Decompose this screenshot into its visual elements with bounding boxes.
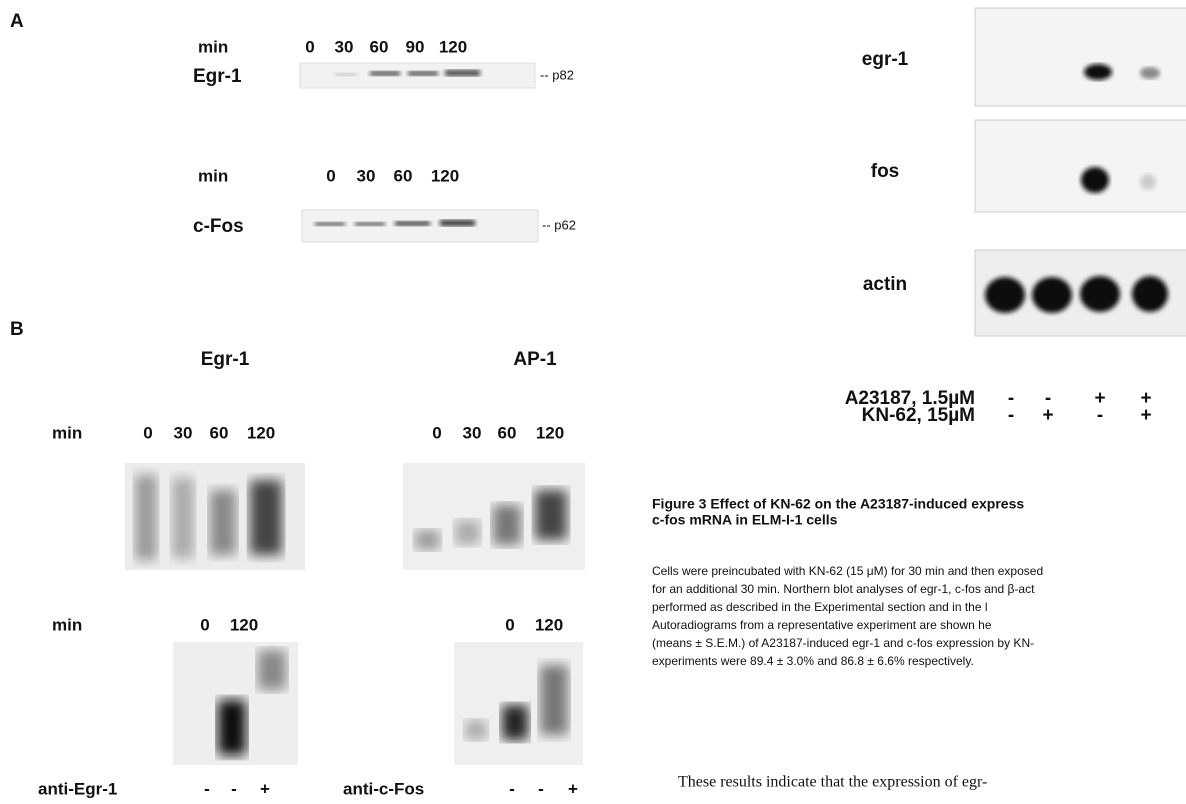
band-marker: -- p62 [542,217,576,232]
western-blot [300,63,535,88]
time-point: 60 [210,423,229,442]
treatment-sign: - [1008,405,1014,426]
supershift-gel [454,642,583,765]
panel-label: A [10,11,24,32]
treatment-label: KN-62, 15µM [862,405,975,426]
time-label: min [52,423,82,442]
body-text: These results indicate that the expressi… [678,774,987,791]
time-point: 0 [326,166,335,185]
western-blot [302,210,538,242]
time-point: 120 [247,423,275,442]
time-point: 60 [370,37,389,56]
antibody-sign: - [231,779,237,798]
time-label: min [198,166,228,185]
antibody-sign: - [509,779,515,798]
caption-title: Figure 3 Effect of KN-62 on the A23187-i… [652,496,1024,512]
protein-label: c-Fos [193,216,244,237]
antibody-sign: - [538,779,544,798]
gel-title: AP-1 [513,349,557,370]
time-point: 30 [463,423,482,442]
emsa-gel [403,463,585,570]
figure-page: A min 0 30 60 90 120 Egr-1 -- p82 min 0 … [0,0,1186,804]
caption-line: performed as described in the Experiment… [652,600,988,614]
antibody-sign: + [568,779,578,798]
time-point: 30 [174,423,193,442]
time-point: 60 [498,423,517,442]
northern-blot [975,120,1186,212]
time-point: 120 [439,37,467,56]
time-point: 30 [357,166,376,185]
time-point: 30 [335,37,354,56]
antibody-sign: + [260,779,270,798]
time-point: 0 [505,615,514,634]
antibody-label: anti-Egr-1 [38,779,117,798]
time-point: 120 [535,615,563,634]
caption-line: Autoradiograms from a representative exp… [652,618,992,632]
emsa-gel [125,463,305,570]
antibody-sign: - [204,779,210,798]
band-marker: -- p82 [540,67,574,82]
gel-title: Egr-1 [201,349,250,370]
treatment-sign: + [1042,405,1053,426]
time-point: 0 [305,37,314,56]
caption-line: (means ± S.E.M.) of A23187-induced egr-1… [652,636,1034,650]
protein-label: Egr-1 [193,66,242,87]
time-point: 60 [394,166,413,185]
northern-blot [975,250,1186,336]
time-point: 120 [431,166,459,185]
caption-line: for an additional 30 min. Northern blot … [652,582,1035,596]
time-point: 0 [432,423,441,442]
panel-label: B [10,319,24,340]
time-point: 120 [230,615,258,634]
probe-label: fos [871,161,900,182]
time-point: 0 [143,423,152,442]
northern-blot [975,8,1186,106]
time-label: min [52,615,82,634]
treatment-sign: + [1140,405,1151,426]
time-label: min [198,37,228,56]
supershift-gel [173,642,298,765]
antibody-label: anti-c-Fos [343,779,424,798]
treatment-sign: - [1097,405,1103,426]
time-point: 0 [200,615,209,634]
caption-line: Cells were preincubated with KN-62 (15 μ… [652,564,1043,578]
probe-label: actin [863,274,907,295]
time-point: 120 [536,423,564,442]
caption-title: c-fos mRNA in ELM-I-1 cells [652,512,838,528]
caption-line: experiments were 89.4 ± 3.0% and 86.8 ± … [652,654,974,668]
time-point: 90 [406,37,425,56]
probe-label: egr-1 [862,49,909,70]
